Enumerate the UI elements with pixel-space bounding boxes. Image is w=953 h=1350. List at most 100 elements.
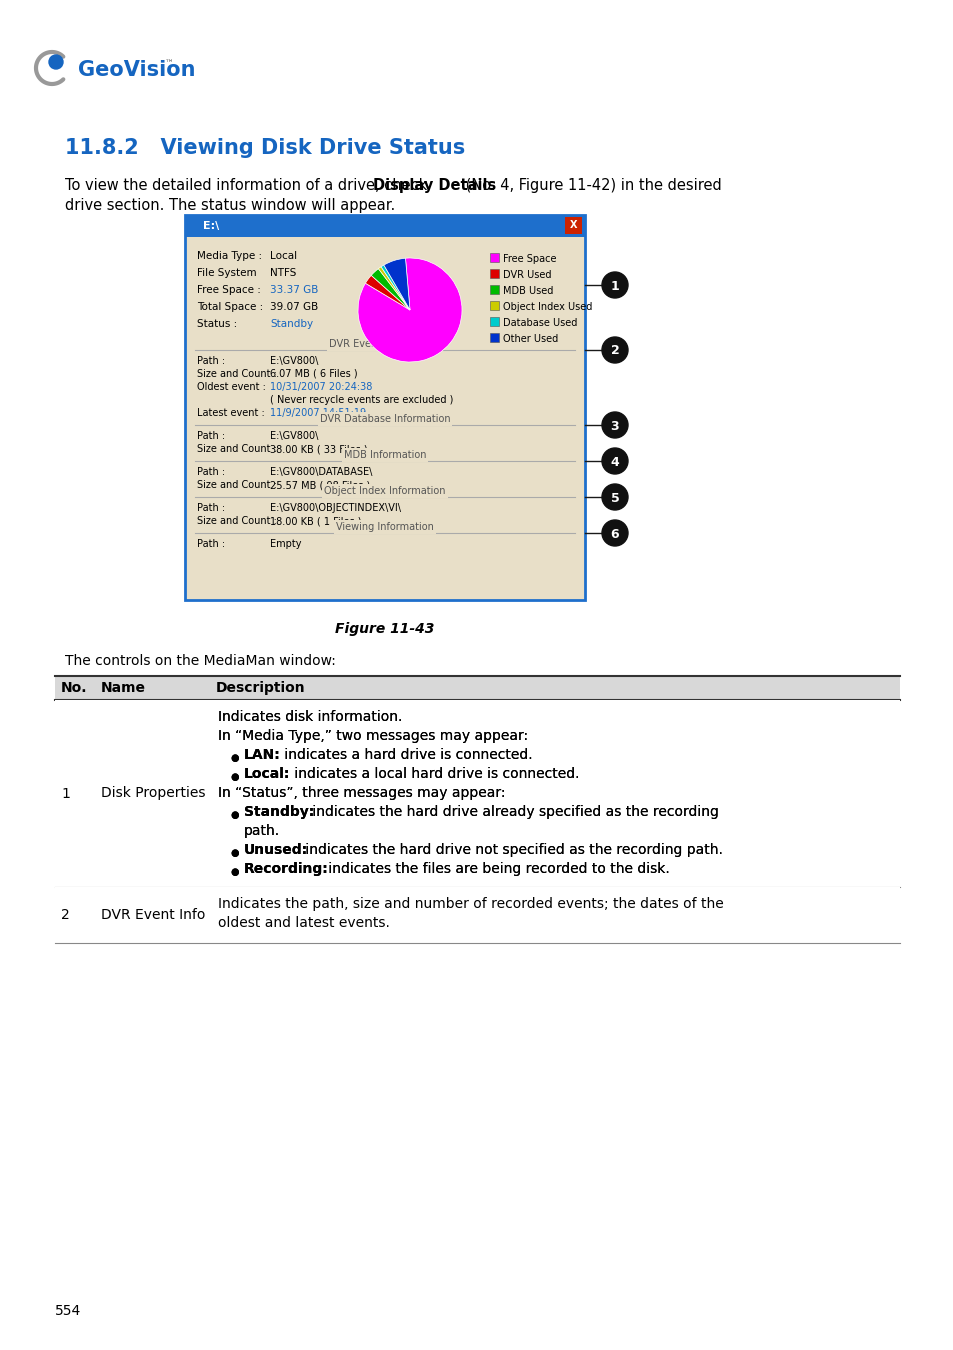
Text: In “Status”, three messages may appear:: In “Status”, three messages may appear:	[218, 786, 505, 801]
Text: indicates the hard drive already specified as the recording: indicates the hard drive already specifi…	[308, 805, 719, 819]
Text: 554: 554	[55, 1304, 81, 1318]
Text: path.: path.	[244, 824, 280, 838]
Text: Size and Count :: Size and Count :	[196, 481, 276, 490]
Text: 25.57 MB ( 98 Files ): 25.57 MB ( 98 Files )	[270, 481, 370, 490]
Text: DVR Event Information: DVR Event Information	[329, 339, 440, 350]
Text: Name: Name	[101, 680, 146, 695]
Text: Object Index Information: Object Index Information	[324, 486, 445, 495]
Text: 11/9/2007 14:51:19: 11/9/2007 14:51:19	[270, 408, 366, 418]
Circle shape	[49, 55, 63, 69]
Text: indicates the files are being recorded to the disk.: indicates the files are being recorded t…	[324, 863, 669, 876]
Text: ( Never recycle events are excluded ): ( Never recycle events are excluded )	[270, 396, 453, 405]
Text: indicates a hard drive is connected.: indicates a hard drive is connected.	[280, 748, 532, 761]
Text: E:\GV800\: E:\GV800\	[270, 356, 318, 366]
Text: Standby:: Standby:	[244, 805, 314, 819]
Text: 6: 6	[610, 528, 618, 540]
Text: Local:: Local:	[244, 767, 290, 782]
Text: Unused:: Unused:	[244, 842, 308, 857]
Wedge shape	[380, 265, 410, 310]
Text: 39.07 GB: 39.07 GB	[270, 302, 318, 312]
Text: NTFS: NTFS	[270, 269, 296, 278]
Text: MDB Information: MDB Information	[343, 450, 426, 460]
Text: 3: 3	[610, 420, 618, 432]
Circle shape	[601, 448, 627, 474]
Circle shape	[601, 412, 627, 437]
Text: 5: 5	[610, 491, 618, 505]
Text: Size and Count :: Size and Count :	[196, 369, 276, 379]
Text: Media Type :: Media Type :	[196, 251, 262, 261]
Text: Path :: Path :	[196, 504, 225, 513]
Text: 38.00 KB ( 33 Files ): 38.00 KB ( 33 Files )	[270, 444, 367, 454]
Text: Free Space: Free Space	[502, 254, 556, 265]
Text: 18.00 KB ( 1 Files ): 18.00 KB ( 1 Files )	[270, 516, 361, 526]
Bar	[490, 269, 498, 278]
Text: 2: 2	[610, 344, 618, 358]
Circle shape	[601, 520, 627, 545]
Text: X: X	[570, 220, 578, 230]
Text: indicates the hard drive not specified as the recording path.: indicates the hard drive not specified a…	[301, 842, 722, 857]
Text: Indicates disk information.: Indicates disk information.	[218, 710, 402, 724]
Text: path.: path.	[244, 824, 280, 838]
Bar	[55, 887, 899, 944]
Text: DVR Used: DVR Used	[502, 270, 551, 279]
Bar	[564, 217, 581, 234]
Text: indicates the hard drive not specified as the recording path.: indicates the hard drive not specified a…	[301, 842, 722, 857]
Text: Indicates disk information.: Indicates disk information.	[218, 710, 402, 724]
Text: E:\: E:\	[203, 221, 219, 231]
Text: indicates a local hard drive is connected.: indicates a local hard drive is connecte…	[290, 767, 578, 782]
Bar	[55, 676, 899, 701]
Bar	[185, 238, 584, 599]
Wedge shape	[371, 269, 410, 311]
Wedge shape	[357, 258, 461, 362]
Text: Free Space :: Free Space :	[196, 285, 260, 296]
Bar	[185, 215, 584, 599]
Text: Indicates the path, size and number of recorded events; the dates of the: Indicates the path, size and number of r…	[218, 896, 723, 911]
Text: In “Media Type,” two messages may appear:: In “Media Type,” two messages may appear…	[218, 729, 528, 742]
Bar	[55, 701, 899, 887]
Text: 11.8.2   Viewing Disk Drive Status: 11.8.2 Viewing Disk Drive Status	[65, 138, 465, 158]
Text: Oldest event :: Oldest event :	[196, 382, 266, 391]
Text: Standby:: Standby:	[244, 805, 314, 819]
Text: Path :: Path :	[196, 539, 225, 549]
Bar	[490, 317, 498, 325]
Text: LAN:: LAN:	[244, 748, 280, 761]
Text: 1: 1	[61, 787, 70, 801]
Text: ™: ™	[165, 59, 173, 69]
Circle shape	[601, 485, 627, 510]
Text: ●: ●	[230, 848, 238, 859]
Text: The controls on the MediaMan window:: The controls on the MediaMan window:	[65, 653, 335, 668]
Text: ●: ●	[230, 810, 238, 819]
Text: To view the detailed information of a drive, check: To view the detailed information of a dr…	[65, 178, 432, 193]
Text: indicates the files are being recorded to the disk.: indicates the files are being recorded t…	[324, 863, 669, 876]
Bar	[490, 285, 498, 294]
Text: No.: No.	[61, 680, 88, 695]
Text: Unused:: Unused:	[244, 842, 308, 857]
Text: LAN:: LAN:	[244, 748, 280, 761]
Wedge shape	[378, 267, 410, 310]
Text: ●: ●	[230, 753, 238, 763]
Text: 2: 2	[61, 909, 70, 922]
Text: 10/31/2007 20:24:38: 10/31/2007 20:24:38	[270, 382, 372, 391]
Text: (No. 4, Figure 11-42) in the desired: (No. 4, Figure 11-42) in the desired	[460, 178, 721, 193]
Text: Local: Local	[270, 251, 296, 261]
Text: Database Used: Database Used	[502, 319, 577, 328]
Text: ●: ●	[230, 772, 238, 782]
Text: Object Index Used: Object Index Used	[502, 302, 592, 312]
Text: Latest event :: Latest event :	[196, 408, 265, 418]
Text: 6.07 MB ( 6 Files ): 6.07 MB ( 6 Files )	[270, 369, 357, 379]
Text: ●: ●	[230, 848, 238, 859]
Text: Display Details: Display Details	[373, 178, 496, 193]
Wedge shape	[365, 275, 410, 310]
Bar	[490, 333, 498, 342]
Text: Status :: Status :	[196, 319, 237, 329]
Text: ●: ●	[230, 867, 238, 878]
Bar	[185, 215, 584, 238]
Text: DVR Database Information: DVR Database Information	[319, 414, 450, 424]
Text: E:\GV800\DATABASE\: E:\GV800\DATABASE\	[270, 467, 372, 477]
Text: E:\GV800\OBJECTINDEX\VI\: E:\GV800\OBJECTINDEX\VI\	[270, 504, 400, 513]
Bar	[490, 301, 498, 310]
Text: In “Media Type,” two messages may appear:: In “Media Type,” two messages may appear…	[218, 729, 528, 742]
Text: indicates a hard drive is connected.: indicates a hard drive is connected.	[280, 748, 532, 761]
Circle shape	[601, 338, 627, 363]
Text: E:\GV800\: E:\GV800\	[270, 431, 318, 441]
